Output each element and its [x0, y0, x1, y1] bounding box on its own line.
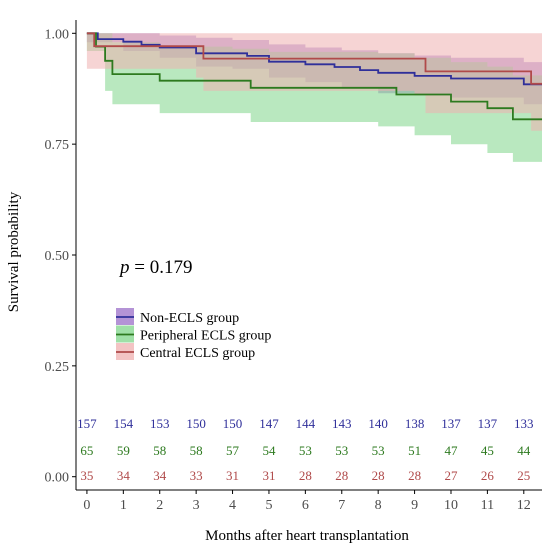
- risk-count: 28: [372, 468, 385, 483]
- risk-count: 53: [372, 443, 385, 458]
- legend-label: Non-ECLS group: [140, 311, 239, 326]
- x-tick-label: 11: [481, 498, 494, 513]
- ci-band-2: [86, 33, 543, 131]
- risk-count: 137: [478, 416, 498, 431]
- x-tick-label: 5: [265, 498, 272, 513]
- y-tick-label: 0.50: [45, 249, 70, 264]
- risk-count: 58: [153, 443, 166, 458]
- risk-count: 25: [517, 468, 530, 483]
- x-tick-label: 9: [411, 498, 418, 513]
- risk-count: 140: [368, 416, 388, 431]
- risk-count: 28: [408, 468, 421, 483]
- legend: Non-ECLS group Peripheral ECLS group Centr…: [116, 308, 271, 361]
- p-value-symbol: p: [118, 257, 130, 278]
- y-tick-label: 0.00: [45, 471, 70, 486]
- risk-count: 31: [262, 468, 275, 483]
- risk-count: 51: [408, 443, 421, 458]
- y-tick-label: 0.25: [45, 360, 70, 375]
- risk-count: 28: [299, 468, 312, 483]
- risk-count: 33: [190, 468, 203, 483]
- risk-count: 53: [299, 443, 312, 458]
- risk-count: 45: [481, 443, 494, 458]
- risk-count: 144: [296, 416, 316, 431]
- risk-count: 54: [262, 443, 276, 458]
- risk-count: 57: [226, 443, 240, 458]
- ci-bands: [86, 33, 543, 162]
- risk-count: 31: [226, 468, 239, 483]
- x-tick-label: 3: [193, 498, 200, 513]
- survival-curve-2: [86, 32, 542, 85]
- p-value: p = 0.179: [118, 257, 192, 278]
- survival-curve-0: [86, 32, 542, 86]
- risk-count: 47: [444, 443, 458, 458]
- risk-count: 157: [77, 416, 97, 431]
- y-axis-title: Survival probability: [6, 191, 22, 312]
- risk-count: 59: [117, 443, 130, 458]
- risk-count: 44: [517, 443, 531, 458]
- x-tick-label: 0: [83, 498, 90, 513]
- risk-count: 65: [80, 443, 93, 458]
- risk-count: 137: [441, 416, 461, 431]
- x-axis-title: Months after heart transplantation: [205, 528, 409, 544]
- x-tick-label: 4: [229, 498, 236, 513]
- risk-count: 53: [335, 443, 348, 458]
- risk-count: 138: [405, 416, 425, 431]
- x-tick-label: 10: [444, 498, 458, 513]
- risk-count: 35: [80, 468, 93, 483]
- risk-count: 150: [223, 416, 243, 431]
- risk-count: 153: [150, 416, 170, 431]
- y-tick-label: 0.75: [45, 138, 70, 153]
- x-tick-label: 1: [120, 498, 127, 513]
- legend-label: Peripheral ECLS group: [140, 329, 271, 344]
- risk-count: 28: [335, 468, 348, 483]
- risk-count: 143: [332, 416, 352, 431]
- risk-count: 133: [514, 416, 534, 431]
- x-tick-label: 7: [338, 498, 345, 513]
- x-tick-label: 6: [302, 498, 309, 513]
- risk-count: 34: [117, 468, 131, 483]
- y-tick-label: 1.00: [45, 27, 70, 42]
- risk-count: 58: [190, 443, 203, 458]
- risk-count: 147: [259, 416, 279, 431]
- x-tick-label: 8: [375, 498, 382, 513]
- legend-label: Central ECLS group: [140, 346, 255, 361]
- risk-count: 154: [114, 416, 134, 431]
- x-tick-label: 12: [517, 498, 531, 513]
- risk-count: 26: [481, 468, 495, 483]
- survival-curve-1: [86, 32, 542, 121]
- risk-table: 157 154 153 150 150 147 144 143 140 138 137 137 133 6…: [77, 416, 533, 483]
- axes: 0.000.250.500.751.000 1 2 3 4 5 6 7 8 9 10 11 12: [45, 20, 542, 513]
- survival-curves: [86, 32, 542, 121]
- p-value-text: = 0.179: [130, 257, 193, 278]
- risk-count: 34: [153, 468, 167, 483]
- risk-count: 27: [444, 468, 458, 483]
- risk-count: 150: [186, 416, 206, 431]
- x-tick-label: 2: [156, 498, 163, 513]
